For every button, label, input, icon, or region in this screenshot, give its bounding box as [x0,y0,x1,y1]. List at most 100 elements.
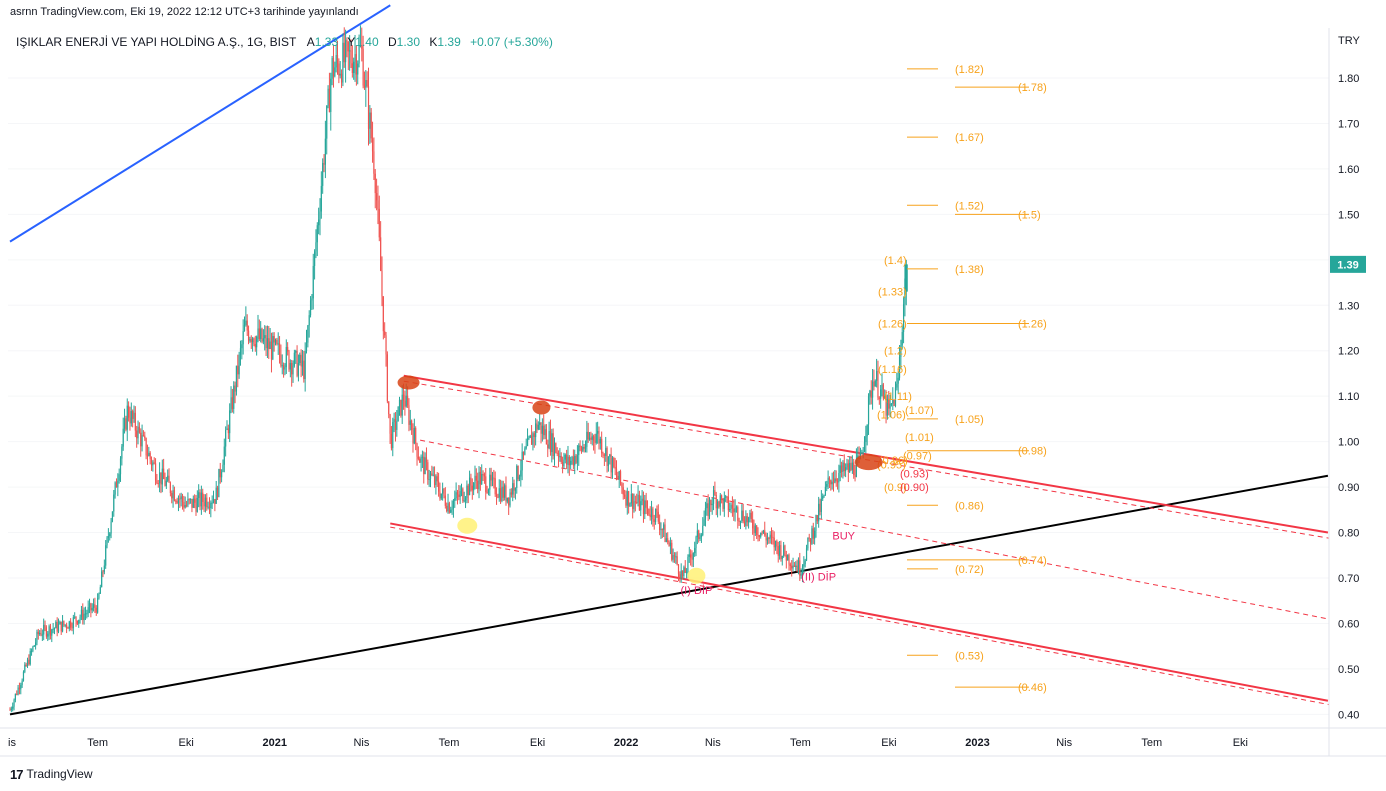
chart-annotation: (II) DİP [801,570,836,583]
candle-body [454,498,456,501]
highlight-marker [532,400,551,415]
candle-body [138,426,140,433]
ohlc-low-value: 1.30 [397,35,421,49]
candle-body [344,39,347,63]
candle-body [222,464,224,472]
candle-body [281,365,283,367]
candle-body [207,506,209,508]
candle-body [832,481,835,483]
candle-body [479,471,481,485]
candle-body [171,493,173,499]
candle-body [390,433,393,449]
candle-body [161,468,163,485]
candle-body [477,480,479,490]
candle-body [16,693,18,695]
candle-body [854,475,856,477]
candle-body [265,335,267,349]
candle-body [592,436,595,441]
tradingview-brand[interactable]: TradingView [26,767,93,781]
candle-body [52,628,54,630]
candle-body [304,350,306,380]
candle-body [350,50,352,64]
candle-body [654,508,657,522]
tradingview-logo-icon[interactable]: 17 [10,766,24,782]
fib-level-label: (1.38) [955,264,984,276]
candle-body [56,622,58,632]
candle-body [229,410,231,434]
candle-body [809,538,812,544]
candle-body [122,428,124,447]
candle-body [526,438,529,447]
candle-body [353,61,355,73]
price-axis[interactable]: 0.40 0.50 0.60 0.70 0.80 0.90 1.00 1.10 1.20 1.30… [1338,73,1359,721]
candle-body [685,571,688,573]
candle-body [10,708,12,710]
candle-body [820,499,822,512]
candle-body [17,687,19,695]
candle-body [152,462,154,466]
candle-body [70,621,72,628]
candle-body [783,545,785,556]
x-tick-label: Eki [881,737,896,749]
candle-body [373,151,375,174]
candle-body [735,507,738,509]
candle-body [164,478,166,486]
candle-body [690,554,692,558]
candle-body [340,73,343,83]
candle-body [323,163,325,165]
candle-body [169,482,171,494]
candle-body [389,414,391,434]
candle-body [311,298,313,301]
candle-body [671,542,673,560]
candle-body [649,514,651,518]
candle-body [284,367,286,370]
candle-body [816,515,818,522]
candle-body [349,50,351,52]
candle-body [324,138,326,165]
candle-body [464,498,467,501]
candle-body [287,346,289,352]
candle-body [873,381,875,387]
candle-body [859,453,862,458]
candle-body [597,430,599,434]
candle-body [188,499,190,501]
candle-body [536,423,538,430]
candle-body [72,617,74,629]
candle-body [339,73,341,76]
candle-body [673,555,676,557]
candle-body [898,356,901,378]
candle-body [115,482,118,488]
candle-body [394,419,397,430]
candle-body [475,475,477,481]
candle-body [307,325,309,343]
candle-body [343,42,345,63]
candle-body [382,296,384,332]
candle-body [326,105,328,139]
candle-body [707,503,709,517]
candle-body [877,371,879,398]
candle-body [774,540,777,548]
candle-body [699,537,701,540]
candle-body [165,480,167,486]
candle-body [252,338,254,343]
candle-body [272,336,274,360]
candle-body [365,80,367,88]
ohlc-close-label: K [429,35,437,49]
candle-body [530,435,533,445]
candle-body [773,537,775,548]
candle-body [636,501,638,503]
candle-body [734,508,736,513]
candle-body [826,483,828,487]
candle-body [478,471,480,490]
candle-body [109,533,111,537]
candle-body [729,509,731,511]
candle-body [212,499,215,503]
candle-body [584,446,587,449]
trendline-channel-upper [403,374,1329,534]
time-axis[interactable]: is Tem Eki 2021 Nis Tem Eki 2022 Nis Tem Eki 2023 Ni… [8,737,1248,749]
candle-body [489,474,491,490]
y-tick-label: 1.20 [1338,346,1359,358]
candle-body [154,463,157,481]
candle-body [708,500,711,517]
